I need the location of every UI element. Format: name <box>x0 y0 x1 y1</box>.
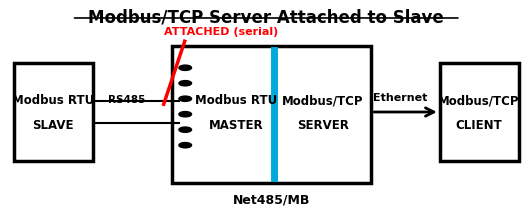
Text: Ethernet: Ethernet <box>373 93 427 103</box>
Text: MASTER: MASTER <box>209 119 263 132</box>
FancyBboxPatch shape <box>439 63 519 161</box>
Text: RS485: RS485 <box>108 95 146 105</box>
FancyBboxPatch shape <box>14 63 93 161</box>
FancyBboxPatch shape <box>171 46 371 183</box>
Circle shape <box>179 112 192 117</box>
Circle shape <box>179 142 192 148</box>
Circle shape <box>179 96 192 101</box>
Text: Modbus/TCP Server Attached to Slave: Modbus/TCP Server Attached to Slave <box>88 8 444 26</box>
Circle shape <box>179 127 192 132</box>
Text: Modbus/TCP: Modbus/TCP <box>282 95 363 108</box>
Text: Modbus RTU: Modbus RTU <box>195 95 277 108</box>
Circle shape <box>179 65 192 70</box>
Text: SLAVE: SLAVE <box>32 119 74 132</box>
Text: Net485/MB: Net485/MB <box>233 194 310 207</box>
Text: Modbus RTU: Modbus RTU <box>12 95 94 108</box>
Text: Modbus/TCP: Modbus/TCP <box>438 95 520 108</box>
Text: CLIENT: CLIENT <box>456 119 502 132</box>
Text: ATTACHED (serial): ATTACHED (serial) <box>164 27 278 37</box>
Text: SERVER: SERVER <box>297 119 348 132</box>
Circle shape <box>179 81 192 86</box>
